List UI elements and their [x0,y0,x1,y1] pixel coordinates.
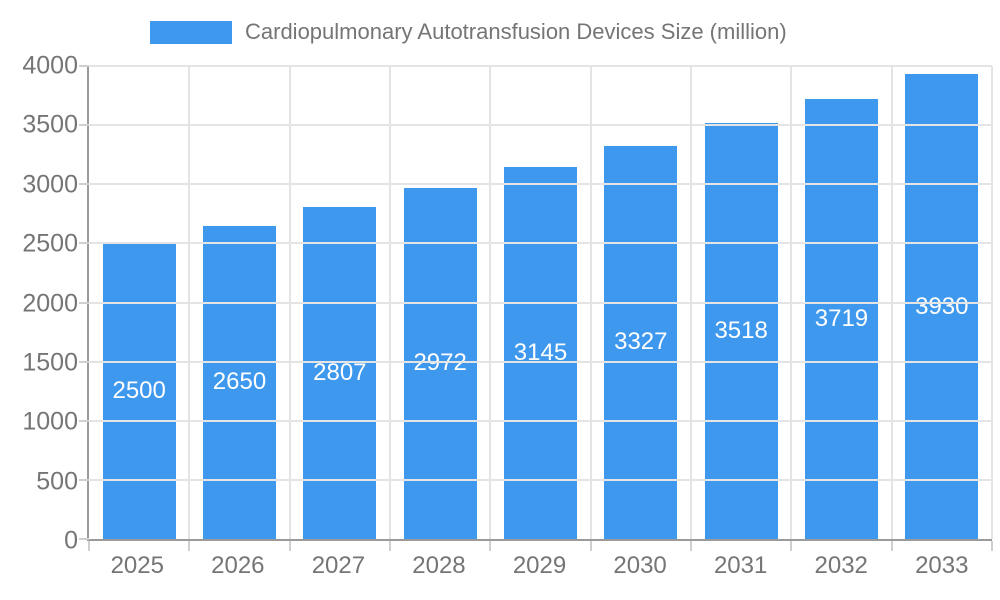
bar-slot: 3518 [691,66,791,539]
x-axis-label: 2027 [311,552,366,579]
x-axis-tick [88,541,90,551]
bar-slot: 2500 [89,66,189,539]
y-axis-label: 500 [36,467,78,496]
y-axis-label: 3500 [22,110,78,139]
x-axis-label: 2025 [110,552,164,579]
h-gridline [89,242,992,245]
bar: 2807 [303,207,377,539]
bar-slot: 3719 [791,66,891,539]
bar-value-label: 3518 [714,317,768,344]
bar-slot: 3930 [892,66,992,539]
x-axis-label: 2030 [613,552,667,579]
bar-slot: 3327 [591,66,691,539]
v-gridline [288,66,291,539]
y-axis-tick [79,242,89,245]
x-axis-labels: 2025 2026 2027 2028 2029 2030 2031 2032 2033 [87,552,992,580]
y-axis-label: 2500 [22,229,78,258]
y-axis-tick [79,183,89,186]
y-axis-tick [79,360,89,363]
bar-value-label: 3719 [814,305,869,333]
v-gridline [589,66,592,539]
bar: 2972 [403,187,477,539]
h-gridline [89,419,992,422]
x-axis-label: 2033 [915,552,969,579]
bar-value-label: 3930 [915,292,969,320]
bar-slot: 2650 [189,66,289,539]
x-axis-tick [589,541,592,551]
y-axis-label: 1000 [22,407,78,436]
x-axis-label: 2028 [412,552,466,579]
y-axis-tick [79,65,89,67]
bar-value-label: 2807 [313,359,367,387]
y-axis-label: 0 [64,526,78,555]
bar: 3145 [504,167,577,539]
x-axis-tick [790,541,793,551]
v-gridline [991,66,993,539]
v-gridline [890,66,893,539]
y-axis-tick [79,538,89,540]
bar: 3930 [905,74,979,539]
bar: 2500 [102,243,176,539]
bar: 3518 [704,123,778,539]
y-axis-label: 3000 [22,170,78,199]
bar: 2650 [203,225,276,539]
x-axis-label: 2032 [814,552,868,579]
bar-value-label: 2500 [112,377,166,405]
x-axis-tick [890,541,893,551]
bar-value-label: 3327 [614,328,668,356]
v-gridline [689,66,692,539]
y-axis-tick [79,301,89,304]
y-axis-label: 4000 [22,51,78,80]
x-axis-tick [991,541,993,551]
h-gridline [89,478,992,481]
y-axis-labels: 0 500 1000 1500 2000 2500 3000 3500 4000 [0,52,78,555]
x-axis-label: 2031 [713,552,768,579]
y-axis-label: 2000 [22,289,78,317]
bar-value-label: 2972 [413,349,467,377]
y-axis-tick [79,478,89,481]
bar-slot: 2807 [290,66,390,539]
x-axis-label: 2026 [211,552,265,579]
x-axis-tick [188,541,191,551]
legend: Cardiopulmonary Autotransfusion Devices … [150,19,787,45]
x-axis-label: 2029 [512,552,567,579]
v-gridline [388,66,391,539]
h-gridline [89,301,992,304]
v-gridline [489,66,492,539]
v-gridline [790,66,793,539]
y-axis-tick [79,419,89,422]
x-axis-tick [489,541,492,551]
h-gridline [89,65,992,67]
bar-value-label: 3145 [513,339,568,367]
x-axis-tick [388,541,391,551]
x-axis-tick [288,541,291,551]
legend-swatch [150,20,232,44]
h-gridline [89,360,992,363]
bar: 3719 [805,99,878,539]
bar: 3327 [604,145,678,539]
bars-container: 2500 2650 2807 2972 3145 3327 3518 3719 3930 [89,66,992,539]
h-gridline [89,124,992,127]
legend-title: Cardiopulmonary Autotransfusion Devices … [245,19,787,44]
x-axis-tick [689,541,692,551]
y-axis-label: 1500 [22,348,78,377]
plot-area: 2500 2650 2807 2972 3145 3327 3518 3719 3930 [79,65,993,551]
h-gridline [89,183,992,186]
v-gridline [188,66,191,539]
bar-value-label: 2650 [212,368,267,396]
y-axis-tick [79,124,89,127]
